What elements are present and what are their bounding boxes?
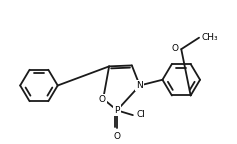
Text: O: O [99, 95, 106, 104]
Text: N: N [136, 81, 143, 90]
Text: Cl: Cl [137, 110, 146, 119]
Text: CH₃: CH₃ [201, 33, 218, 42]
Text: O: O [114, 132, 121, 141]
Text: P: P [114, 106, 120, 115]
Text: O: O [171, 44, 178, 53]
